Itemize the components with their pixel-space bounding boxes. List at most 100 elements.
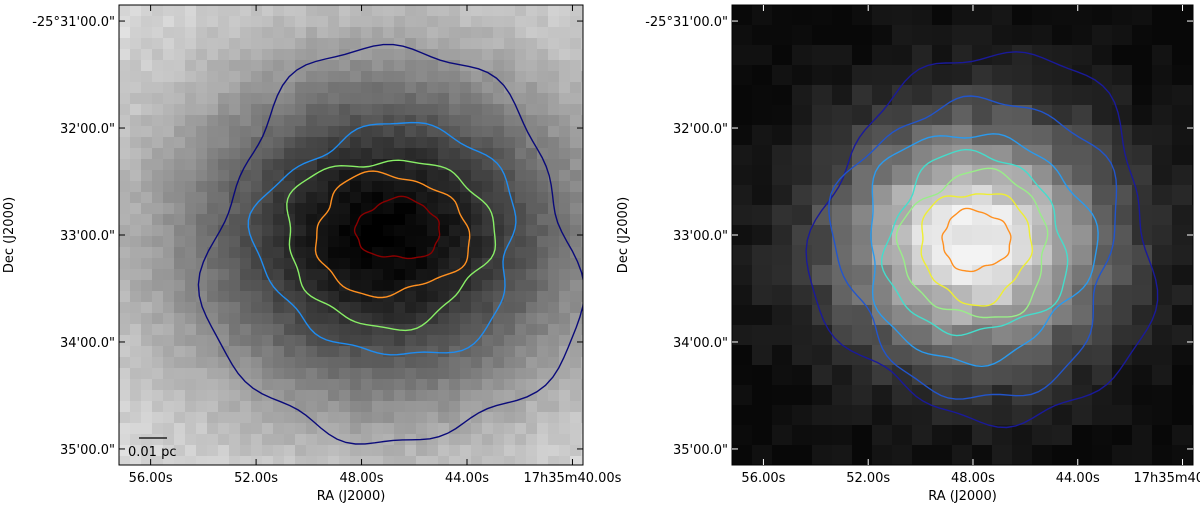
image-pixel: [130, 335, 142, 347]
image-pixel: [438, 379, 450, 391]
image-pixel: [207, 434, 219, 446]
image-pixel: [196, 379, 208, 391]
image-pixel: [852, 325, 873, 346]
image-pixel: [394, 236, 406, 248]
image-pixel: [752, 425, 773, 446]
image-pixel: [328, 291, 340, 303]
image-pixel: [240, 324, 252, 336]
image-pixel: [306, 313, 318, 325]
image-pixel: [832, 345, 853, 366]
image-pixel: [872, 365, 893, 386]
image-pixel: [328, 357, 340, 369]
image-pixel: [872, 265, 893, 286]
image-pixel: [1112, 245, 1133, 266]
image-pixel: [361, 313, 373, 325]
image-pixel: [504, 335, 516, 347]
image-pixel: [152, 302, 164, 314]
image-pixel: [427, 170, 439, 182]
image-pixel: [273, 324, 285, 336]
image-pixel: [350, 115, 362, 127]
image-pixel: [361, 346, 373, 358]
image-pixel: [559, 181, 571, 193]
image-pixel: [350, 60, 362, 72]
image-pixel: [427, 324, 439, 336]
image-pixel: [383, 269, 395, 281]
image-pixel: [559, 335, 571, 347]
image-pixel: [952, 185, 973, 206]
image-pixel: [570, 203, 582, 215]
image-pixel: [449, 93, 461, 105]
image-pixel: [229, 104, 241, 116]
image-pixel: [119, 423, 131, 435]
image-pixel: [273, 434, 285, 446]
image-pixel: [1092, 445, 1113, 465]
image-pixel: [196, 93, 208, 105]
image-pixel: [317, 401, 329, 413]
image-pixel: [328, 313, 340, 325]
image-pixel: [394, 5, 406, 17]
image-pixel: [504, 82, 516, 94]
image-pixel: [482, 258, 494, 270]
image-pixel: [262, 412, 274, 424]
image-pixel: [493, 192, 505, 204]
image-pixel: [185, 104, 197, 116]
image-pixel: [229, 214, 241, 226]
image-pixel: [405, 170, 417, 182]
image-pixel: [427, 269, 439, 281]
image-pixel: [471, 38, 483, 50]
image-pixel: [427, 5, 439, 17]
image-pixel: [383, 225, 395, 237]
image-pixel: [251, 236, 263, 248]
image-pixel: [328, 258, 340, 270]
image-pixel: [405, 313, 417, 325]
image-pixel: [559, 390, 571, 402]
image-pixel: [405, 445, 417, 457]
image-pixel: [449, 203, 461, 215]
image-pixel: [350, 192, 362, 204]
image-pixel: [992, 325, 1013, 346]
image-pixel: [273, 357, 285, 369]
image-pixel: [416, 335, 428, 347]
image-pixel: [537, 38, 549, 50]
image-pixel: [306, 335, 318, 347]
image-pixel: [317, 71, 329, 83]
image-pixel: [196, 280, 208, 292]
image-pixel: [952, 285, 973, 306]
image-pixel: [581, 71, 583, 83]
image-pixel: [284, 401, 296, 413]
image-pixel: [1072, 45, 1093, 66]
image-pixel: [449, 137, 461, 149]
image-pixel: [482, 401, 494, 413]
image-pixel: [218, 236, 230, 248]
image-pixel: [306, 456, 318, 465]
image-pixel: [372, 126, 384, 138]
image-pixel: [872, 25, 893, 46]
image-pixel: [732, 445, 753, 465]
image-pixel: [328, 401, 340, 413]
image-pixel: [493, 148, 505, 160]
image-pixel: [1072, 365, 1093, 386]
image-pixel: [251, 302, 263, 314]
image-pixel: [350, 434, 362, 446]
image-pixel: [163, 335, 175, 347]
image-pixel: [361, 104, 373, 116]
image-pixel: [240, 445, 252, 457]
image-pixel: [504, 60, 516, 72]
image-pixel: [328, 423, 340, 435]
image-pixel: [1132, 65, 1153, 86]
image-pixel: [339, 137, 351, 149]
image-pixel: [306, 104, 318, 116]
image-pixel: [174, 148, 186, 160]
image-pixel: [339, 214, 351, 226]
image-pixel: [383, 137, 395, 149]
image-pixel: [306, 236, 318, 248]
image-pixel: [548, 434, 560, 446]
image-pixel: [185, 401, 197, 413]
image-pixel: [932, 265, 953, 286]
image-pixel: [361, 269, 373, 281]
image-pixel: [732, 385, 753, 406]
image-pixel: [772, 25, 793, 46]
image-pixel: [339, 5, 351, 17]
image-pixel: [1132, 25, 1153, 46]
image-pixel: [218, 280, 230, 292]
